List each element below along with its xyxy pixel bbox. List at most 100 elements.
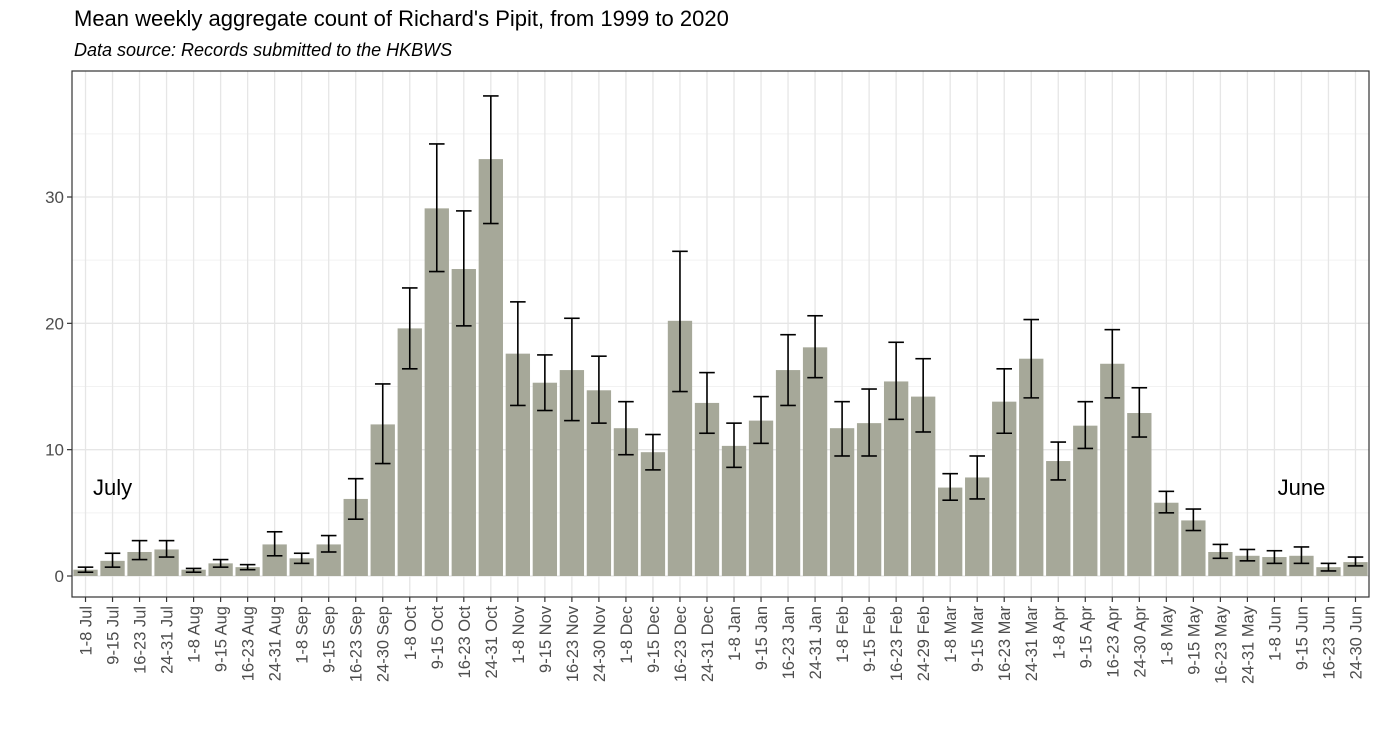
x-tick-label: 9-15 Jun: [1293, 606, 1311, 670]
x-tick-label: 9-15 Aug: [213, 606, 231, 672]
x-tick-label: 1-8 Aug: [186, 606, 204, 663]
x-tick-label: 9-15 Feb: [861, 606, 879, 672]
error-bar: [726, 422, 742, 469]
error-bar: [347, 477, 364, 520]
y-tick-label: 20: [45, 314, 64, 333]
error-bar: [1266, 549, 1283, 565]
error-bar: [185, 567, 202, 574]
x-tick-label: 1-8 Feb: [834, 606, 852, 663]
error-bar: [564, 317, 580, 422]
bar: [640, 452, 666, 576]
x-tick-label: 24-30 Sep: [375, 606, 393, 682]
x-tick-label: 1-8 Mar: [942, 606, 960, 663]
bar: [478, 159, 503, 576]
error-bar: [645, 433, 661, 471]
x-tick-label: 24-31 Mar: [1023, 605, 1041, 681]
x-tick-label: 24-31 May: [1239, 605, 1257, 684]
error-bar: [320, 534, 337, 553]
chart-subtitle: Data source: Records submitted to the HK…: [74, 40, 453, 60]
error-bar: [618, 400, 634, 456]
y-tick-label: 10: [45, 441, 64, 460]
error-bar: [996, 368, 1013, 435]
x-tick-label: 9-15 Jul: [105, 606, 123, 665]
bar: [748, 420, 774, 576]
x-tick-label: 24-30 Jun: [1347, 606, 1365, 679]
error-bar: [672, 250, 688, 393]
error-bar: [537, 354, 553, 412]
bar: [1262, 557, 1287, 576]
error-bar: [1239, 548, 1256, 562]
error-bar: [266, 530, 283, 557]
error-bar: [1293, 546, 1310, 565]
plot-panel-border: [71, 70, 1370, 598]
error-bar: [374, 383, 391, 465]
bar: [1289, 555, 1314, 576]
error-bar: [293, 552, 310, 565]
y-tick-label: 30: [45, 188, 64, 207]
error-bar: [1131, 386, 1148, 438]
x-tick-label: 24-31 Oct: [483, 606, 501, 679]
x-tick-label: 16-23 Sep: [348, 606, 366, 682]
x-tick-label: 16-23 Apr: [1104, 606, 1122, 678]
x-tick-label: 16-23 Aug: [240, 606, 258, 681]
error-bar: [428, 143, 445, 273]
error-bar: [1023, 318, 1040, 399]
x-tick-label: 24-31 Jul: [159, 606, 177, 674]
bar: [1127, 413, 1152, 576]
x-tick-label: 1-8 Sep: [294, 606, 312, 664]
plot-background: [72, 71, 1369, 597]
x-tick-label: 9-15 Jan: [753, 606, 771, 670]
bar: [1154, 502, 1179, 576]
x-tick-label: 1-8 Jun: [1266, 606, 1284, 661]
error-bar: [104, 552, 121, 568]
error-bar: [239, 563, 256, 571]
x-tick-label: 9-15 Sep: [321, 606, 339, 673]
error-bar: [834, 400, 850, 457]
error-bar: [158, 539, 175, 558]
y-tick-label: 0: [55, 567, 64, 586]
error-bar: [861, 388, 877, 457]
x-tick-label: 24-31 Aug: [267, 606, 285, 681]
x-tick-label: 1-8 May: [1158, 605, 1176, 665]
error-bar: [1212, 543, 1229, 560]
error-bar: [1158, 490, 1175, 514]
x-tick-label: 16-23 Jul: [132, 606, 150, 674]
error-bar: [969, 455, 985, 500]
x-tick-label: 1-8 Jan: [726, 606, 744, 661]
x-tick-label: 1-8 Apr: [1050, 605, 1068, 659]
x-axis: 1-8 Jul 9-15 Jul 16-23 Jul 24-31 Jul 1-8 Aug…: [78, 597, 1365, 684]
x-tick-label: 16-23 Dec: [672, 606, 690, 682]
x-tick-label: 9-15 Mar: [969, 606, 987, 673]
chart-title: Mean weekly aggregate count of Richard's…: [74, 6, 729, 31]
x-tick-label: 16-23 Oct: [456, 606, 474, 679]
bar: [1100, 363, 1125, 576]
error-bar: [699, 371, 715, 435]
annotation-layer: July June: [93, 475, 1325, 500]
error-bar: [591, 355, 607, 424]
error-bar-layer: [77, 95, 1364, 574]
error-bar: [1347, 556, 1364, 567]
x-tick-label: 16-23 Mar: [996, 605, 1014, 681]
error-bar: [1185, 508, 1202, 532]
bar: [1073, 425, 1098, 576]
x-tick-label: 24-30 Nov: [591, 605, 609, 682]
x-tick-label: 24-31 Jan: [807, 606, 825, 679]
error-bar: [780, 333, 796, 407]
error-bar: [942, 472, 958, 502]
x-tick-label: 16-23 May: [1212, 605, 1230, 684]
error-bar: [807, 314, 823, 379]
x-tick-label: 9-15 Apr: [1077, 605, 1095, 668]
month-annotation: July: [93, 475, 132, 500]
error-bar: [131, 539, 148, 561]
x-tick-label: 16-23 Feb: [888, 606, 906, 681]
x-tick-label: 24-30 Apr: [1131, 606, 1149, 678]
error-bar: [1320, 562, 1337, 572]
bar: [235, 567, 260, 576]
x-tick-label: 9-15 Oct: [429, 606, 447, 670]
error-bar: [1050, 441, 1067, 481]
error-bar: [1077, 400, 1094, 450]
x-tick-label: 9-15 Dec: [645, 606, 663, 673]
x-tick-label: 9-15 Nov: [537, 605, 555, 673]
x-tick-label: 9-15 May: [1185, 605, 1203, 675]
y-axis: 0 10 20 30: [45, 188, 72, 586]
